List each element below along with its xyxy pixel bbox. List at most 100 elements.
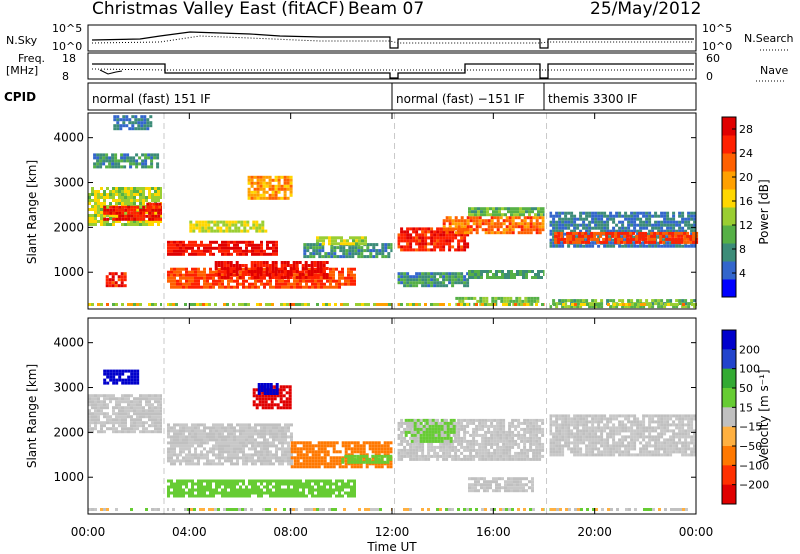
range-gate-cell <box>221 453 224 457</box>
range-gate-cell <box>427 281 431 285</box>
range-gate-cell <box>259 270 263 273</box>
range-gate-cell <box>380 460 384 464</box>
range-gate-cell <box>663 214 667 218</box>
range-gate-cell <box>263 462 266 466</box>
range-gate-cell <box>173 270 176 274</box>
range-gate-cell <box>335 482 338 486</box>
range-gate-cell <box>268 178 272 182</box>
range-gate-cell <box>678 302 682 306</box>
range-gate-cell <box>118 421 121 425</box>
range-gate-cell <box>421 245 425 249</box>
range-gate-cell <box>221 423 224 427</box>
range-gate-cell <box>140 124 144 128</box>
range-gate-cell <box>454 421 458 425</box>
range-gate-cell <box>258 394 262 398</box>
range-gate-cell <box>209 435 212 439</box>
range-gate-cell <box>418 448 422 452</box>
range-gate-cell <box>350 494 353 498</box>
range-gate-cell <box>454 275 458 279</box>
range-gate-cell <box>260 282 263 286</box>
range-gate-cell <box>212 450 215 454</box>
range-gate-cell <box>197 479 200 483</box>
range-gate-cell <box>296 282 299 286</box>
range-gate-cell <box>504 207 507 211</box>
range-gate-cell <box>505 228 509 232</box>
range-gate-cell <box>218 453 221 457</box>
range-gate-cell <box>198 226 202 230</box>
range-gate-cell <box>308 491 311 495</box>
range-gate-cell <box>454 278 458 282</box>
range-gate-cell <box>651 226 655 230</box>
range-gate-cell <box>352 242 355 246</box>
range-gate-cell <box>593 234 597 238</box>
range-gate-cell <box>274 187 278 191</box>
range-gate-cell <box>139 223 142 226</box>
range-gate-cell <box>362 441 366 445</box>
range-gate-cell <box>284 285 287 289</box>
range-gate-cell <box>274 276 278 279</box>
range-gate-cell <box>100 409 103 413</box>
range-gate-cell <box>439 448 443 452</box>
range-gate-cell <box>194 450 197 454</box>
range-gate-cell <box>289 193 293 197</box>
range-gate-cell <box>433 281 437 285</box>
range-gate-cell <box>106 369 110 373</box>
range-gate-cell <box>665 237 669 241</box>
range-gate-cell <box>239 240 242 244</box>
range-gate-cell <box>115 199 118 202</box>
range-gate-cell <box>358 303 361 306</box>
range-gate-cell <box>167 456 170 460</box>
range-gate-cell <box>457 442 461 446</box>
range-gate-cell <box>505 303 508 306</box>
range-gate-cell <box>627 220 631 224</box>
range-gate-cell <box>109 418 112 422</box>
range-gate-cell <box>339 255 343 259</box>
range-gate-cell <box>311 279 314 283</box>
range-gate-cell <box>693 244 697 248</box>
range-gate-cell <box>296 447 300 451</box>
range-gate-cell <box>236 438 239 442</box>
range-gate-cell <box>224 252 227 256</box>
range-gate-cell <box>130 211 134 215</box>
range-gate-cell <box>369 243 373 247</box>
range-gate-cell <box>200 438 203 442</box>
range-gate-cell <box>517 216 521 220</box>
range-gate-cell <box>253 190 257 194</box>
range-gate-cell <box>529 231 533 235</box>
range-gate-cell <box>257 456 260 460</box>
range-gate-cell <box>268 196 272 200</box>
range-gate-cell <box>130 409 133 413</box>
range-gate-cell <box>106 397 109 401</box>
range-gate-cell <box>322 264 326 267</box>
range-gate-cell <box>179 494 182 498</box>
range-gate-cell <box>418 275 422 279</box>
range-gate-cell <box>483 210 486 214</box>
range-gate-cell <box>669 244 673 248</box>
range-gate-cell <box>224 429 227 433</box>
range-gate-cell <box>541 219 545 223</box>
range-gate-cell <box>397 433 401 437</box>
range-gate-cell <box>624 305 628 309</box>
range-gate-cell <box>112 223 115 226</box>
range-gate-cell <box>463 231 467 235</box>
range-gate-cell <box>633 235 637 239</box>
range-gate-cell <box>160 394 163 398</box>
range-gate-cell <box>573 299 577 303</box>
range-gate-cell <box>146 202 150 206</box>
range-gate-cell <box>264 397 268 401</box>
range-gate-cell <box>278 456 281 460</box>
range-gate-cell <box>179 488 182 492</box>
range-gate-cell <box>188 246 191 250</box>
range-gate-cell <box>406 236 410 240</box>
range-gate-cell <box>271 190 275 194</box>
range-gate-cell <box>182 252 185 256</box>
range-gate-cell <box>188 456 191 460</box>
range-gate-cell <box>266 444 269 448</box>
range-gate-cell <box>424 284 428 288</box>
range-gate-cell <box>457 424 461 428</box>
range-gate-cell <box>627 305 631 309</box>
range-gate-cell <box>194 438 197 442</box>
range-gate-cell <box>115 214 118 217</box>
range-gate-cell <box>317 444 321 448</box>
range-gate-cell <box>219 220 223 224</box>
